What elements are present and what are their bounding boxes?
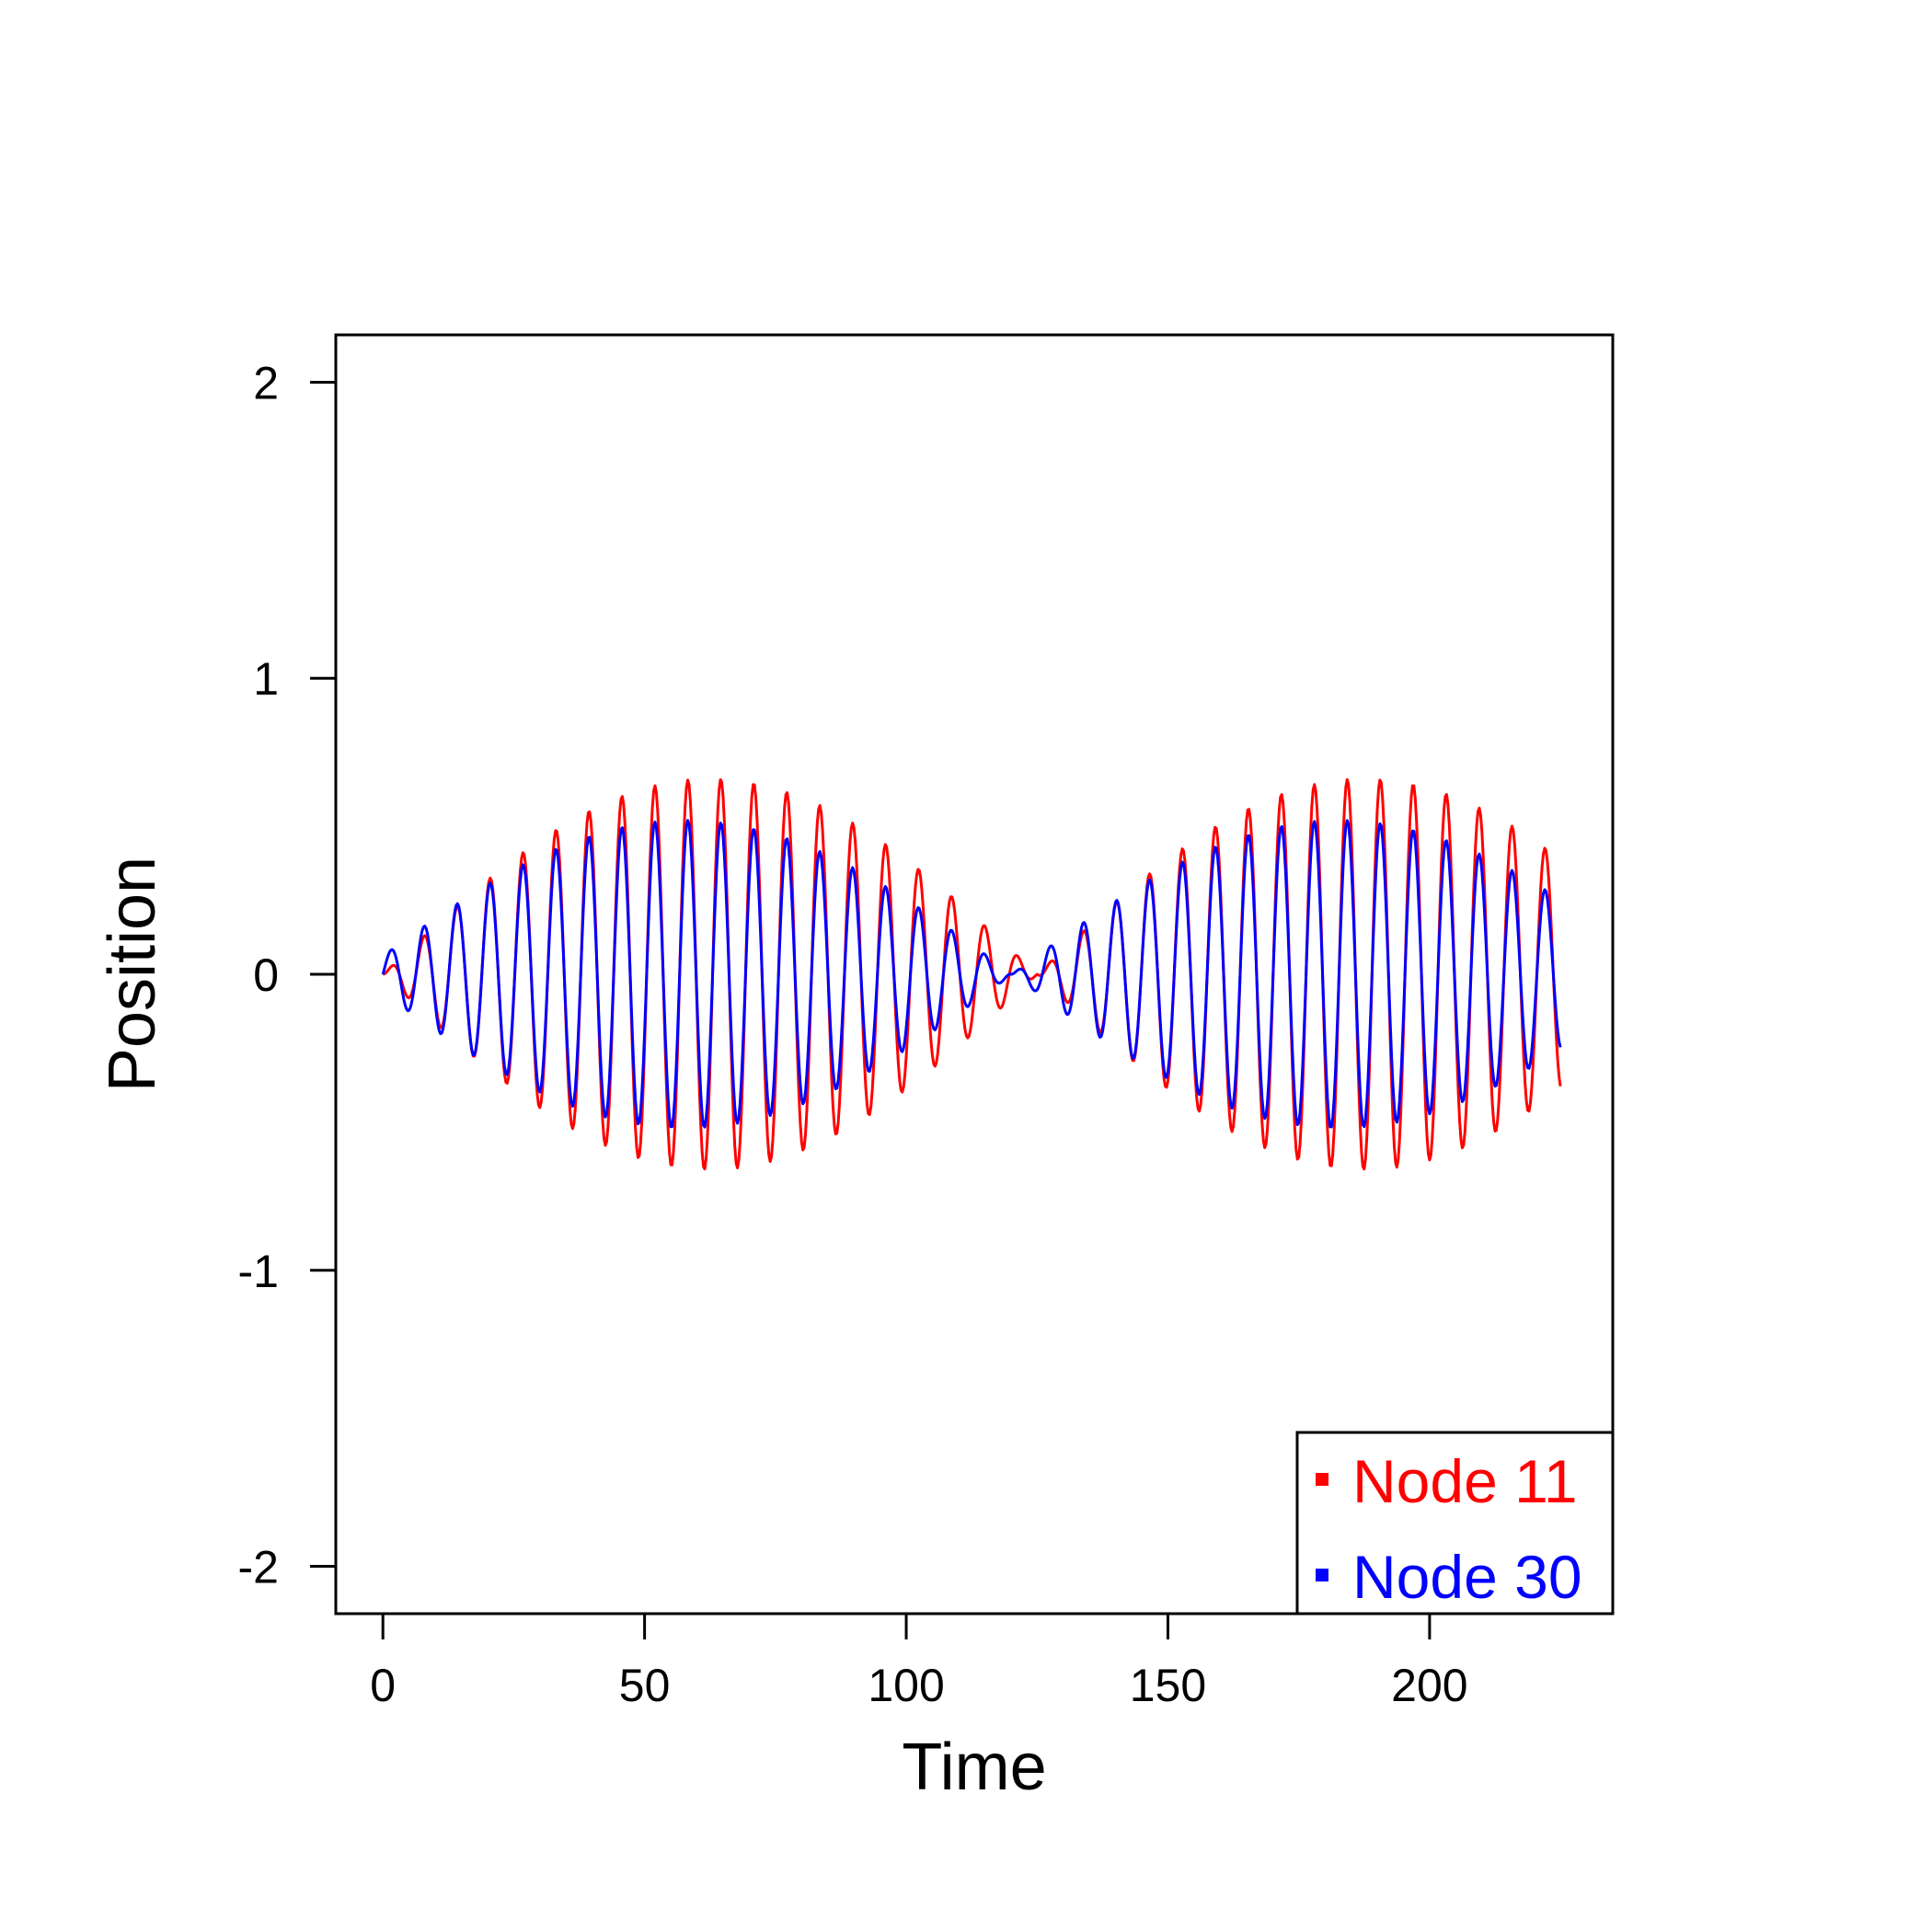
legend-label-node-30: Node 30 [1352,1543,1582,1611]
x-axis: 0 50 100 150 200 [370,1612,1468,1711]
x-tick-label: 50 [619,1660,671,1711]
y-axis: -2 -1 0 1 2 [238,357,338,1593]
y-tick-label: 0 [253,949,279,1001]
y-tick-label: -2 [238,1542,279,1593]
x-tick-label: 200 [1391,1660,1467,1711]
legend-swatch-node-30 [1316,1569,1328,1581]
x-axis-title: Time [902,1731,1046,1804]
x-tick-label: 0 [370,1660,396,1711]
y-axis-title: Position [96,857,169,1092]
legend-label-node-11: Node 11 [1352,1447,1578,1515]
legend-box [1295,1431,1615,1616]
legend: Node 11 Node 30 [1295,1431,1615,1616]
legend-swatch-node-11 [1316,1473,1328,1486]
x-tick-label: 100 [868,1660,944,1711]
y-tick-label: 1 [253,653,279,705]
y-tick-label: 2 [253,357,279,408]
series-layer [381,777,1562,1171]
x-tick-label: 150 [1130,1660,1206,1711]
y-tick-label: -1 [238,1246,279,1297]
series-line-node-30 [381,819,1562,1129]
